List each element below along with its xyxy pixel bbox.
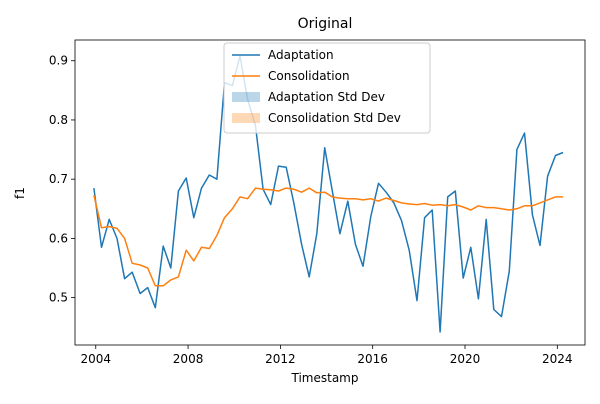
y-tick-label: 0.9 <box>49 54 68 68</box>
x-tick-label: 2020 <box>450 352 481 366</box>
x-axis-label: Timestamp <box>291 371 359 385</box>
series-line-consolidation <box>93 187 564 287</box>
legend-swatch-consolidation-std-dev <box>232 113 260 123</box>
y-tick-label: 0.5 <box>49 291 68 305</box>
legend-label-adaptation-std-dev: Adaptation Std Dev <box>268 90 385 104</box>
plot-area <box>74 39 586 346</box>
y-axis: 0.5 0.6 0.7 0.8 0.9 <box>49 54 75 305</box>
legend-label-consolidation: Consolidation <box>268 69 350 83</box>
x-tick-label: 2004 <box>80 352 111 366</box>
y-tick-label: 0.7 <box>49 172 68 186</box>
legend-label-adaptation: Adaptation <box>268 48 334 62</box>
x-tick-label: 2012 <box>265 352 296 366</box>
legend: Adaptation Consolidation Adaptation Std De… <box>223 42 431 134</box>
plot-frame <box>74 39 586 346</box>
series-layer <box>93 55 564 333</box>
legend-swatch-adaptation-std-dev <box>232 92 260 102</box>
x-tick-label: 2024 <box>542 352 573 366</box>
y-tick-label: 0.6 <box>49 231 68 245</box>
x-axis: 2004 2008 2012 2016 2020 2024 <box>80 345 573 366</box>
legend-label-consolidation-std-dev: Consolidation Std Dev <box>268 111 401 125</box>
x-tick-label: 2016 <box>357 352 388 366</box>
chart-title: Original <box>298 16 353 32</box>
y-tick-label: 0.8 <box>49 113 68 127</box>
y-axis-label: f1 <box>13 187 27 199</box>
x-tick-label: 2008 <box>173 352 204 366</box>
legend-box <box>223 42 431 134</box>
series-line-adaptation <box>93 55 564 333</box>
